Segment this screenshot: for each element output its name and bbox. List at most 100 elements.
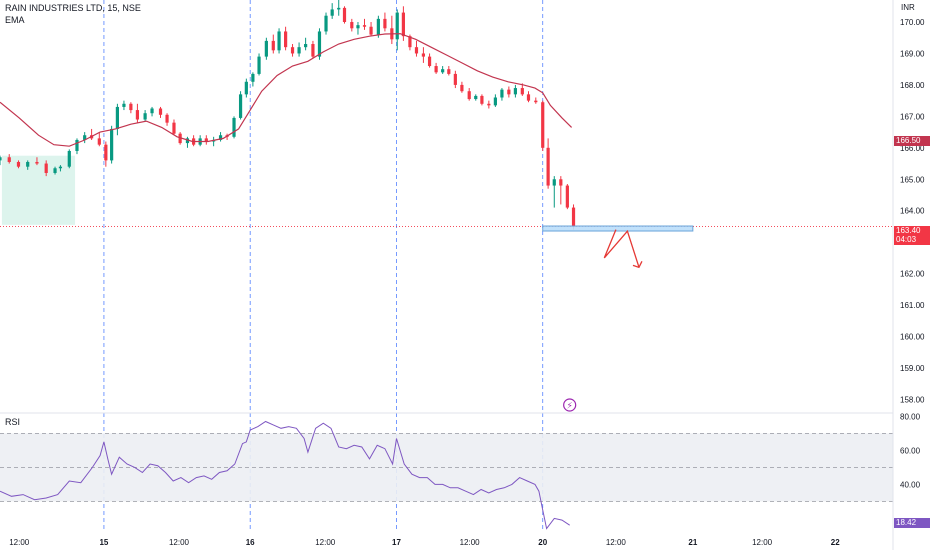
- candle-body: [218, 135, 223, 140]
- candle: [97, 132, 101, 147]
- last-price-tag: 163.40: [894, 226, 930, 236]
- candle: [369, 22, 373, 37]
- bar-countdown: 04:03: [894, 235, 930, 245]
- candle: [204, 135, 208, 145]
- candle: [26, 160, 30, 170]
- candle: [297, 42, 301, 57]
- price-tick-label: 166.00: [900, 144, 925, 153]
- candle-body: [324, 15, 328, 32]
- rsi-legend[interactable]: RSI: [5, 417, 21, 427]
- candle: [271, 34, 275, 54]
- candle: [571, 204, 576, 230]
- time-tick-label: 12:00: [315, 538, 336, 547]
- candle-body: [0, 157, 2, 161]
- candle-body: [7, 157, 11, 162]
- candle-body: [238, 94, 243, 118]
- candle: [324, 12, 328, 35]
- candle: [480, 94, 484, 106]
- rsi-tick-label: 80.00: [900, 412, 921, 421]
- candle-body: [395, 12, 399, 40]
- candle-body: [453, 73, 457, 85]
- time-tick-label: 12:00: [169, 538, 190, 547]
- candle: [330, 3, 334, 19]
- candle-body: [44, 163, 48, 173]
- candle-body: [26, 161, 30, 167]
- rsi-pane[interactable]: [0, 420, 893, 530]
- candle-body: [369, 26, 373, 35]
- candle-body: [257, 56, 261, 74]
- candle-body: [460, 84, 464, 92]
- candle: [218, 132, 223, 142]
- candle: [507, 86, 511, 98]
- candle: [67, 149, 71, 169]
- price-tick-label: 159.00: [900, 364, 925, 373]
- candle: [500, 88, 504, 101]
- candle-body: [284, 31, 288, 48]
- candle: [362, 18, 367, 30]
- candle: [232, 116, 236, 139]
- flash-icon-glyph: ⚡: [567, 401, 573, 411]
- candle-body: [304, 44, 308, 48]
- price-tick-label: 161.00: [900, 301, 925, 310]
- candle: [421, 47, 426, 63]
- candle: [441, 66, 445, 74]
- candle-body: [534, 100, 538, 103]
- price-tick-label: 160.00: [900, 333, 925, 342]
- supply-zone-box: [542, 225, 694, 232]
- candle: [0, 155, 2, 166]
- candle-body: [232, 117, 236, 137]
- candle-body: [53, 168, 57, 173]
- candle-body: [35, 161, 39, 164]
- candle-body: [311, 44, 315, 57]
- candle-body: [447, 69, 451, 74]
- candle: [356, 22, 360, 35]
- price-tick-label: 169.00: [900, 49, 925, 58]
- candle: [165, 113, 169, 126]
- candle: [277, 28, 281, 54]
- candle-body: [408, 36, 412, 48]
- ema-line: [0, 33, 573, 147]
- candle-body: [178, 133, 182, 144]
- candle-body: [565, 185, 569, 208]
- candle-body: [158, 108, 163, 115]
- candle: [487, 100, 491, 109]
- candle: [493, 94, 497, 107]
- candle: [264, 37, 268, 60]
- candle-body: [434, 66, 438, 73]
- ema-legend[interactable]: EMA: [5, 15, 25, 25]
- price-tick-label: 158.00: [900, 395, 925, 404]
- candle-body: [342, 7, 347, 23]
- candle-body: [500, 89, 504, 98]
- price-pane[interactable]: ⚡: [0, 0, 893, 532]
- candle: [158, 106, 163, 118]
- time-tick-label: 12:00: [752, 538, 773, 547]
- candle: [104, 141, 108, 167]
- candle-body: [526, 94, 531, 101]
- candle: [115, 103, 119, 136]
- candle: [304, 37, 308, 51]
- candle: [16, 160, 21, 169]
- candle-body: [97, 138, 101, 145]
- candle-body: [204, 138, 208, 142]
- candle-body: [75, 139, 79, 151]
- candle-body: [122, 103, 126, 107]
- candle: [238, 91, 243, 120]
- arrow-head: [632, 261, 643, 269]
- candle-body: [337, 7, 341, 10]
- symbol-title[interactable]: RAIN INDUSTRIES LTD, 15, NSE: [5, 3, 141, 13]
- candle-body: [271, 40, 275, 51]
- candle-body: [401, 12, 405, 37]
- candle: [257, 53, 261, 76]
- candle-body: [414, 47, 419, 54]
- candle-body: [330, 9, 334, 16]
- rsi-line: [0, 420, 570, 530]
- candle-body: [165, 114, 169, 123]
- candle: [513, 84, 517, 98]
- candle: [129, 102, 133, 114]
- candle-body: [104, 144, 108, 161]
- time-tick-label: 12:00: [9, 538, 30, 547]
- candle: [467, 88, 471, 101]
- candle-body: [520, 88, 524, 95]
- price-tick-label: 167.00: [900, 112, 925, 121]
